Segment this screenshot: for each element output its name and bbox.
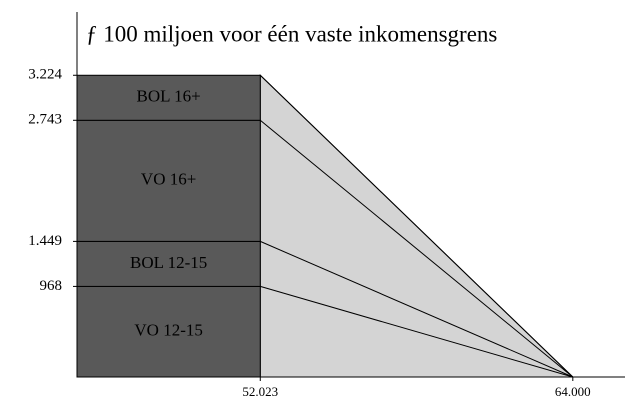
segment-label: VO 12-15 — [134, 321, 202, 340]
y-tick-label: 2.743 — [28, 112, 62, 128]
taper-line — [260, 285, 573, 378]
y-tick-label: 3.224 — [28, 67, 62, 83]
segment — [76, 119, 261, 242]
taper-line — [260, 240, 574, 378]
segment — [76, 74, 261, 121]
segment-label: BOL 12-15 — [130, 253, 207, 272]
y-tick-label: 1.449 — [28, 233, 62, 249]
segment-label: BOL 16+ — [137, 87, 201, 106]
y-tick-label: 968 — [40, 278, 63, 294]
x-tick-label: 64.000 — [555, 384, 591, 399]
taper-line — [259, 74, 574, 378]
segment-label: VO 16+ — [141, 170, 196, 189]
chart-title: ƒ 100 miljoen voor één vaste inkomensgre… — [86, 21, 497, 46]
taper-line — [259, 119, 574, 378]
x-tick-label: 52.023 — [242, 384, 278, 399]
